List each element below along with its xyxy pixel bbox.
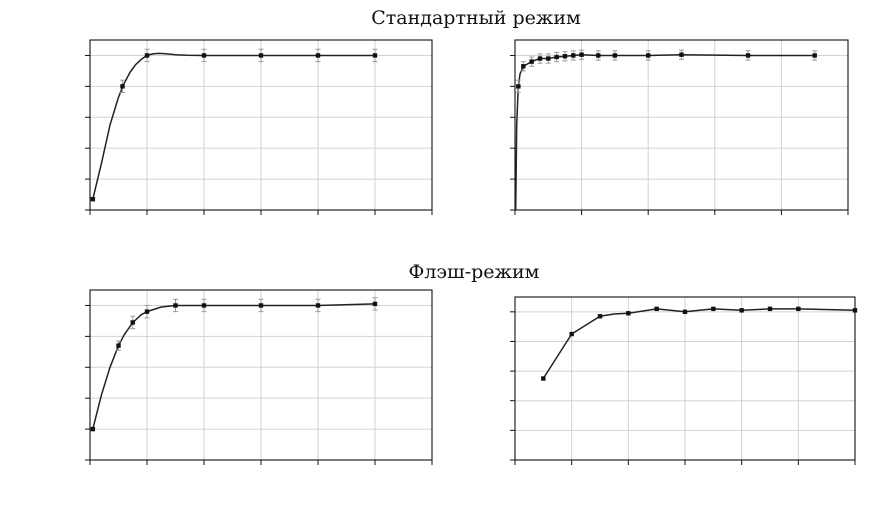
data-point	[626, 311, 631, 316]
series-line	[542, 308, 856, 379]
plot-frame	[514, 39, 849, 211]
chart-1	[85, 39, 433, 215]
data-point	[569, 331, 574, 337]
series-line	[514, 53, 815, 211]
data-point	[546, 56, 551, 61]
chart-4	[510, 296, 858, 465]
data-point	[173, 303, 178, 308]
data-point	[521, 64, 526, 69]
data-point	[201, 303, 207, 308]
data-point	[571, 53, 576, 58]
data-point	[116, 343, 121, 348]
series-line	[92, 52, 375, 200]
data-point	[767, 306, 773, 312]
data-point	[144, 53, 150, 58]
data-point	[739, 308, 744, 313]
section-title-standard: Стандартный режим	[371, 7, 581, 29]
data-point	[541, 376, 546, 381]
data-point	[679, 52, 684, 57]
data-point	[90, 196, 96, 202]
data-point	[612, 53, 618, 58]
data-point	[144, 309, 150, 314]
data-point	[812, 53, 817, 58]
series-line	[92, 303, 376, 430]
data-point	[654, 306, 659, 312]
data-point	[90, 426, 96, 432]
chart-2	[510, 39, 849, 215]
data-point	[537, 56, 543, 61]
data-point	[258, 303, 264, 308]
data-point	[372, 301, 378, 307]
data-point	[796, 306, 801, 312]
chart-3	[85, 289, 433, 465]
data-point	[852, 308, 858, 313]
data-point	[711, 306, 716, 312]
data-point	[579, 52, 584, 57]
data-point	[554, 54, 559, 60]
data-point	[529, 59, 534, 64]
data-point	[120, 84, 125, 89]
data-point	[201, 53, 207, 58]
data-point	[315, 303, 321, 308]
data-point	[745, 53, 751, 58]
data-point	[516, 84, 521, 89]
data-point	[258, 53, 264, 58]
data-point	[597, 314, 603, 319]
section-title-flash: Флэш-режим	[409, 261, 540, 283]
data-point	[562, 54, 568, 59]
data-point	[130, 320, 135, 325]
data-point	[372, 53, 378, 58]
data-point	[315, 53, 321, 58]
data-point	[682, 309, 688, 315]
data-point	[596, 53, 601, 58]
data-point	[646, 53, 651, 58]
